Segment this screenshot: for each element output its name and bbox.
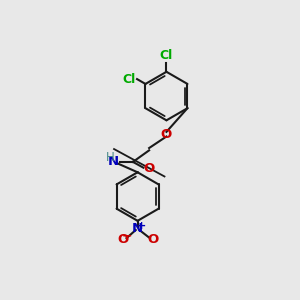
- Text: Cl: Cl: [160, 49, 173, 62]
- Text: +: +: [137, 221, 146, 231]
- Text: N: N: [107, 155, 118, 168]
- Text: Cl: Cl: [123, 73, 136, 85]
- Text: −: −: [121, 230, 132, 243]
- Text: O: O: [161, 128, 172, 141]
- Text: O: O: [118, 233, 129, 246]
- Text: N: N: [132, 222, 143, 236]
- Text: O: O: [147, 233, 159, 246]
- Text: H: H: [106, 151, 114, 164]
- Text: O: O: [143, 162, 155, 175]
